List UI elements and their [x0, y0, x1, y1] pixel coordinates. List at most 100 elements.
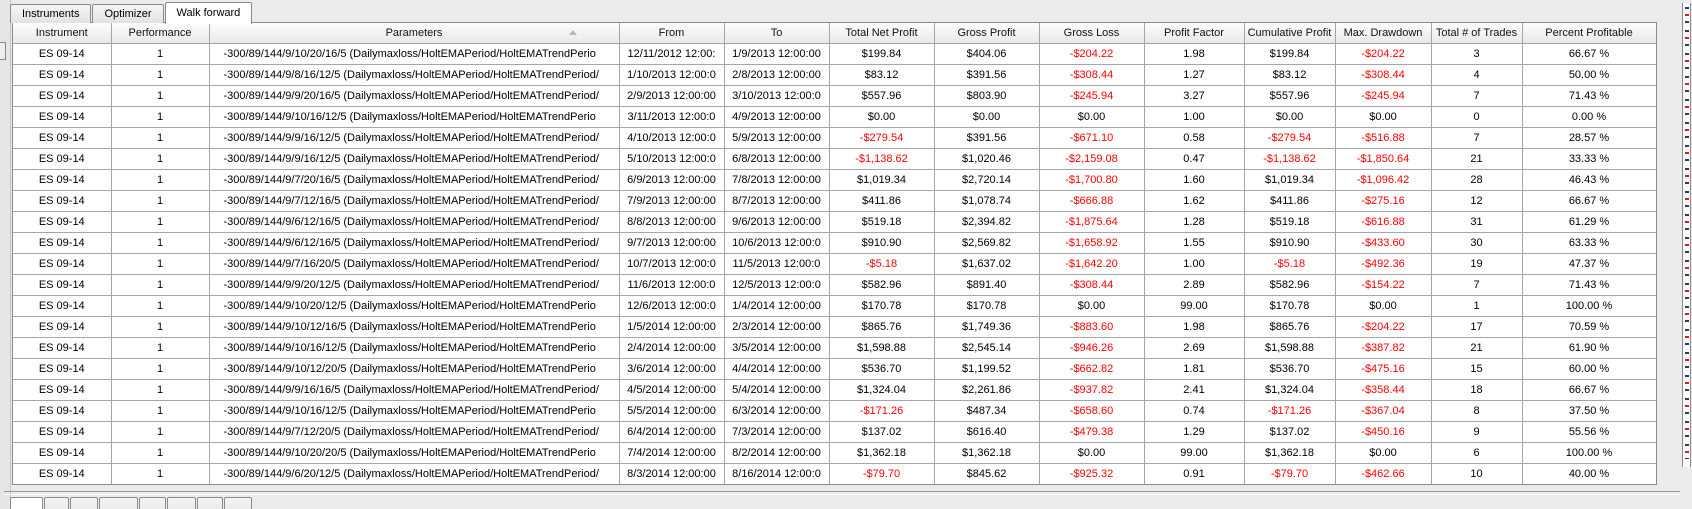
cell-instrument[interactable]: ES 09-14	[13, 294, 112, 317]
cell-parameters[interactable]: -300/89/144/9/10/20/12/5 (Dailymaxloss/H…	[208, 294, 620, 317]
cell-percent_profitable[interactable]: 66.67 %	[1521, 378, 1656, 401]
tab-optimizer[interactable]: Optimizer	[92, 4, 164, 23]
cell-parameters[interactable]: -300/89/144/9/10/20/16/5 (Dailymaxloss/H…	[208, 43, 620, 65]
table-row[interactable]: ES 09-14 1 -300/89/144/9/6/12/16/5 (Dailym…	[13, 231, 1656, 254]
cell-from[interactable]: 3/6/2014 12:00:00	[618, 357, 725, 380]
cell-performance[interactable]: 1	[110, 63, 210, 86]
cell-total_trades[interactable]: 7	[1430, 84, 1523, 107]
cell-to[interactable]: 6/3/2014 12:00:00	[723, 399, 830, 422]
cell-total_net_profit[interactable]: $1,324.04	[828, 378, 935, 401]
cell-gross_loss[interactable]: -$204.22	[1038, 43, 1145, 65]
cell-performance[interactable]: 1	[110, 105, 210, 128]
cell-cumulative_profit[interactable]: $0.00	[1243, 105, 1336, 128]
cell-from[interactable]: 1/5/2014 12:00:00	[618, 315, 725, 338]
cell-total_net_profit[interactable]: $910.90	[828, 231, 935, 254]
bottom-tab-stub[interactable]	[139, 497, 166, 509]
cell-to[interactable]: 1/4/2014 12:00:00	[723, 294, 830, 317]
cell-to[interactable]: 8/7/2013 12:00:00	[723, 189, 830, 212]
cell-instrument[interactable]: ES 09-14	[13, 147, 112, 170]
cell-total_trades[interactable]: 0	[1430, 105, 1523, 128]
cell-instrument[interactable]: ES 09-14	[13, 462, 112, 484]
table-row[interactable]: ES 09-14 1 -300/89/144/9/9/20/12/5 (Dailym…	[13, 273, 1656, 296]
cell-cumulative_profit[interactable]: -$5.18	[1243, 252, 1336, 275]
cell-cumulative_profit[interactable]: $199.84	[1243, 43, 1336, 65]
bottom-tab-stub[interactable]	[10, 497, 43, 509]
cell-gross_profit[interactable]: $391.56	[933, 63, 1040, 86]
cell-gross_loss[interactable]: -$308.44	[1038, 273, 1145, 296]
cell-total_trades[interactable]: 18	[1430, 378, 1523, 401]
cell-parameters[interactable]: -300/89/144/9/9/16/12/5 (Dailymaxloss/Ho…	[208, 147, 620, 170]
cell-gross_loss[interactable]: $0.00	[1038, 441, 1145, 464]
cell-percent_profitable[interactable]: 46.43 %	[1521, 168, 1656, 191]
cell-total_net_profit[interactable]: $137.02	[828, 420, 935, 443]
cell-to[interactable]: 8/16/2014 12:00:0	[723, 462, 830, 484]
cell-gross_profit[interactable]: $1,078.74	[933, 189, 1040, 212]
cell-gross_profit[interactable]: $1,020.46	[933, 147, 1040, 170]
cell-gross_profit[interactable]: $2,261.86	[933, 378, 1040, 401]
column-header-profit_factor[interactable]: Profit Factor	[1143, 23, 1245, 44]
table-row[interactable]: ES 09-14 1 -300/89/144/9/7/12/16/5 (Dailym…	[13, 189, 1656, 212]
cell-gross_profit[interactable]: $170.78	[933, 294, 1040, 317]
cell-profit_factor[interactable]: 1.29	[1143, 420, 1245, 443]
cell-total_net_profit[interactable]: $519.18	[828, 210, 935, 233]
cell-from[interactable]: 7/9/2013 12:00:00	[618, 189, 725, 212]
cell-gross_loss[interactable]: -$658.60	[1038, 399, 1145, 422]
cell-parameters[interactable]: -300/89/144/9/10/12/16/5 (Dailymaxloss/H…	[208, 315, 620, 338]
column-header-gross_loss[interactable]: Gross Loss	[1038, 23, 1145, 44]
cell-profit_factor[interactable]: 1.98	[1143, 43, 1245, 65]
cell-cumulative_profit[interactable]: $536.70	[1243, 357, 1336, 380]
cell-from[interactable]: 6/9/2013 12:00:00	[618, 168, 725, 191]
cell-gross_profit[interactable]: $487.34	[933, 399, 1040, 422]
cell-profit_factor[interactable]: 1.60	[1143, 168, 1245, 191]
cell-from[interactable]: 5/10/2013 12:00:0	[618, 147, 725, 170]
cell-profit_factor[interactable]: 3.27	[1143, 84, 1245, 107]
cell-max_drawdown[interactable]: -$358.44	[1334, 378, 1432, 401]
cell-performance[interactable]: 1	[110, 84, 210, 107]
cell-from[interactable]: 9/7/2013 12:00:00	[618, 231, 725, 254]
bottom-tab-stub[interactable]	[167, 497, 196, 509]
cell-profit_factor[interactable]: 1.98	[1143, 315, 1245, 338]
cell-cumulative_profit[interactable]: $1,362.18	[1243, 441, 1336, 464]
cell-max_drawdown[interactable]: $0.00	[1334, 441, 1432, 464]
table-row[interactable]: ES 09-14 1 -300/89/144/9/9/16/12/5 (Dailym…	[13, 126, 1656, 149]
cell-from[interactable]: 8/3/2014 12:00:00	[618, 462, 725, 484]
column-header-performance[interactable]: Performance	[110, 23, 210, 44]
cell-parameters[interactable]: -300/89/144/9/7/12/20/5 (Dailymaxloss/Ho…	[208, 420, 620, 443]
cell-from[interactable]: 4/5/2014 12:00:00	[618, 378, 725, 401]
cell-total_trades[interactable]: 28	[1430, 168, 1523, 191]
cell-instrument[interactable]: ES 09-14	[13, 43, 112, 65]
cell-total_net_profit[interactable]: -$1,138.62	[828, 147, 935, 170]
cell-cumulative_profit[interactable]: -$171.26	[1243, 399, 1336, 422]
table-row[interactable]: ES 09-14 1 -300/89/144/9/9/16/16/5 (Dailym…	[13, 378, 1656, 401]
cell-from[interactable]: 11/6/2013 12:00:0	[618, 273, 725, 296]
cell-total_trades[interactable]: 12	[1430, 189, 1523, 212]
cell-percent_profitable[interactable]: 40.00 %	[1521, 462, 1656, 484]
cell-total_net_profit[interactable]: $582.96	[828, 273, 935, 296]
cell-cumulative_profit[interactable]: $411.86	[1243, 189, 1336, 212]
cell-gross_loss[interactable]: -$308.44	[1038, 63, 1145, 86]
cell-total_net_profit[interactable]: $1,362.18	[828, 441, 935, 464]
cell-gross_profit[interactable]: $2,569.82	[933, 231, 1040, 254]
cell-total_net_profit[interactable]: -$279.54	[828, 126, 935, 149]
cell-total_trades[interactable]: 9	[1430, 420, 1523, 443]
cell-profit_factor[interactable]: 0.91	[1143, 462, 1245, 484]
cell-total_trades[interactable]: 8	[1430, 399, 1523, 422]
splitter-grip[interactable]	[0, 42, 6, 60]
cell-gross_loss[interactable]: -$1,700.80	[1038, 168, 1145, 191]
cell-performance[interactable]: 1	[110, 441, 210, 464]
table-row[interactable]: ES 09-14 1 -300/89/144/9/8/16/12/5 (Dailym…	[13, 63, 1656, 86]
table-row[interactable]: ES 09-14 1 -300/89/144/9/10/20/12/5 (Daily…	[13, 294, 1656, 317]
cell-to[interactable]: 3/5/2014 12:00:00	[723, 336, 830, 359]
cell-parameters[interactable]: -300/89/144/9/6/12/16/5 (Dailymaxloss/Ho…	[208, 231, 620, 254]
cell-profit_factor[interactable]: 99.00	[1143, 294, 1245, 317]
cell-max_drawdown[interactable]: -$204.22	[1334, 43, 1432, 65]
cell-gross_profit[interactable]: $2,545.14	[933, 336, 1040, 359]
cell-to[interactable]: 3/10/2013 12:00:0	[723, 84, 830, 107]
cell-performance[interactable]: 1	[110, 147, 210, 170]
tab-walk-forward[interactable]: Walk forward	[164, 2, 253, 24]
cell-cumulative_profit[interactable]: $83.12	[1243, 63, 1336, 86]
cell-to[interactable]: 7/3/2014 12:00:00	[723, 420, 830, 443]
cell-gross_profit[interactable]: $803.90	[933, 84, 1040, 107]
cell-cumulative_profit[interactable]: $1,019.34	[1243, 168, 1336, 191]
cell-cumulative_profit[interactable]: $910.90	[1243, 231, 1336, 254]
